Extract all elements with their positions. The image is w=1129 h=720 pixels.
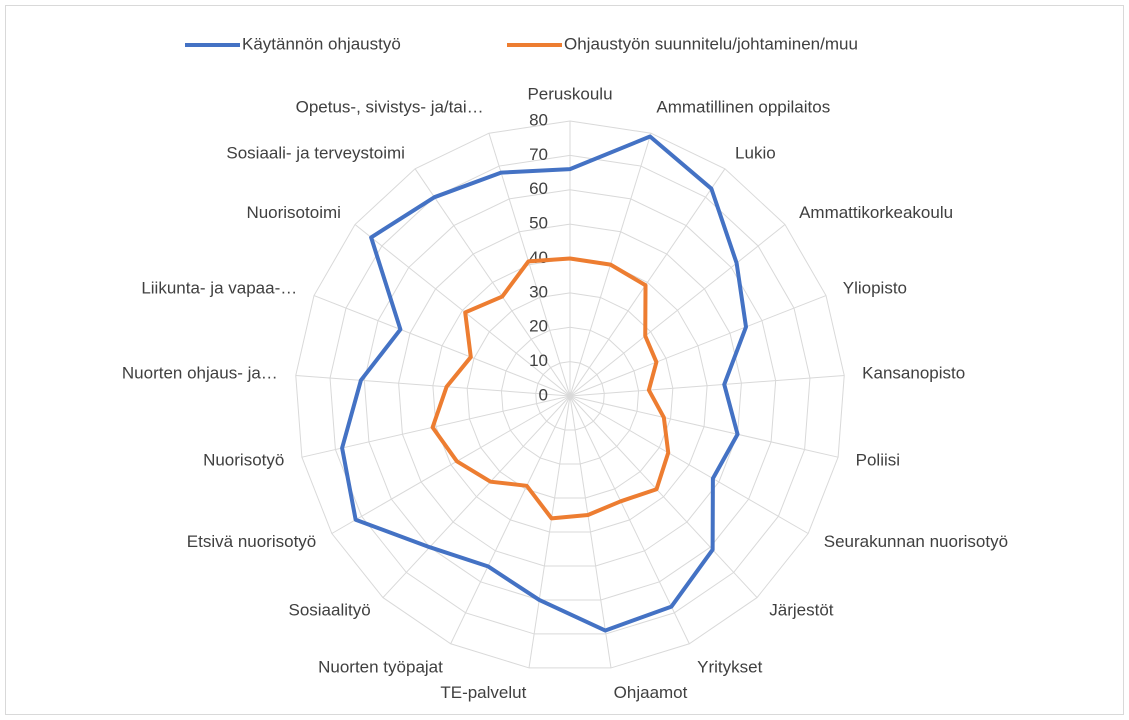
category-label: Etsivä nuorisotyö [187, 532, 316, 551]
grid-ring [363, 189, 777, 601]
grid-ring [500, 326, 640, 465]
category-label: Liikunta- ja vapaa-… [141, 278, 297, 297]
grid-ring [466, 292, 674, 499]
spoke [331, 395, 571, 534]
category-label: TE-palvelut [440, 683, 526, 702]
legend-label: Käytännön ohjaustyö [242, 34, 401, 53]
grid-ring [535, 361, 605, 431]
category-label: Peruskoulu [527, 84, 612, 103]
tick-label: 20 [529, 317, 548, 336]
category-label: Nuorisotyö [203, 451, 284, 470]
tick-label: 50 [529, 214, 548, 233]
category-label: Nuorten työpajat [318, 657, 443, 676]
category-label: Ammattikorkeakoulu [799, 203, 953, 222]
chart-border [5, 5, 1124, 715]
spoke [569, 395, 809, 534]
category-label: Poliisi [856, 451, 900, 470]
spoke [569, 395, 612, 669]
category-label: Nuorisotoimi [246, 203, 340, 222]
grid-ring [398, 223, 742, 567]
spoke [414, 168, 571, 397]
category-label: Yritykset [697, 657, 762, 676]
category-label: Järjestöt [769, 600, 834, 619]
series-line [340, 134, 748, 633]
spoke [569, 224, 786, 397]
tick-label: 40 [529, 248, 548, 267]
spoke [569, 168, 726, 397]
spoke [354, 224, 571, 397]
spoke [301, 395, 571, 458]
spoke [313, 295, 571, 397]
series-line [430, 256, 671, 521]
legend-label: Ohjaustyön suunnitelu/johtaminen/muu [564, 34, 858, 53]
tick-label: 0 [539, 385, 548, 404]
category-label: Sosiaali- ja terveystoimi [226, 143, 405, 162]
spoke [382, 395, 571, 598]
spoke [569, 395, 839, 458]
category-label: Yliopisto [843, 278, 907, 297]
grid-ring [432, 257, 708, 533]
spoke [569, 374, 845, 397]
category-label: Ammatillinen oppilaitos [656, 98, 830, 117]
category-label: Kansanopisto [862, 364, 965, 383]
grid-ring [329, 154, 811, 635]
spoke [569, 395, 690, 644]
spoke [450, 395, 571, 644]
category-label: Sosiaalityö [288, 600, 370, 619]
grid-ring [295, 120, 845, 669]
tick-label: 80 [529, 110, 548, 129]
spoke [569, 395, 758, 598]
tick-label: 10 [529, 351, 548, 370]
spoke [569, 295, 827, 397]
category-label: Nuorten ohjaus- ja… [122, 364, 278, 383]
tick-label: 30 [529, 282, 548, 301]
spoke [488, 133, 571, 397]
category-label: Lukio [735, 143, 776, 162]
category-label: Ohjaamot [614, 683, 688, 702]
tick-label: 70 [529, 145, 548, 164]
spoke [528, 395, 571, 669]
category-label: Opetus-, sivistys- ja/tai… [296, 98, 484, 117]
tick-label: 60 [529, 179, 548, 198]
category-label: Seurakunnan nuorisotyö [824, 532, 1008, 551]
spoke [295, 374, 571, 397]
